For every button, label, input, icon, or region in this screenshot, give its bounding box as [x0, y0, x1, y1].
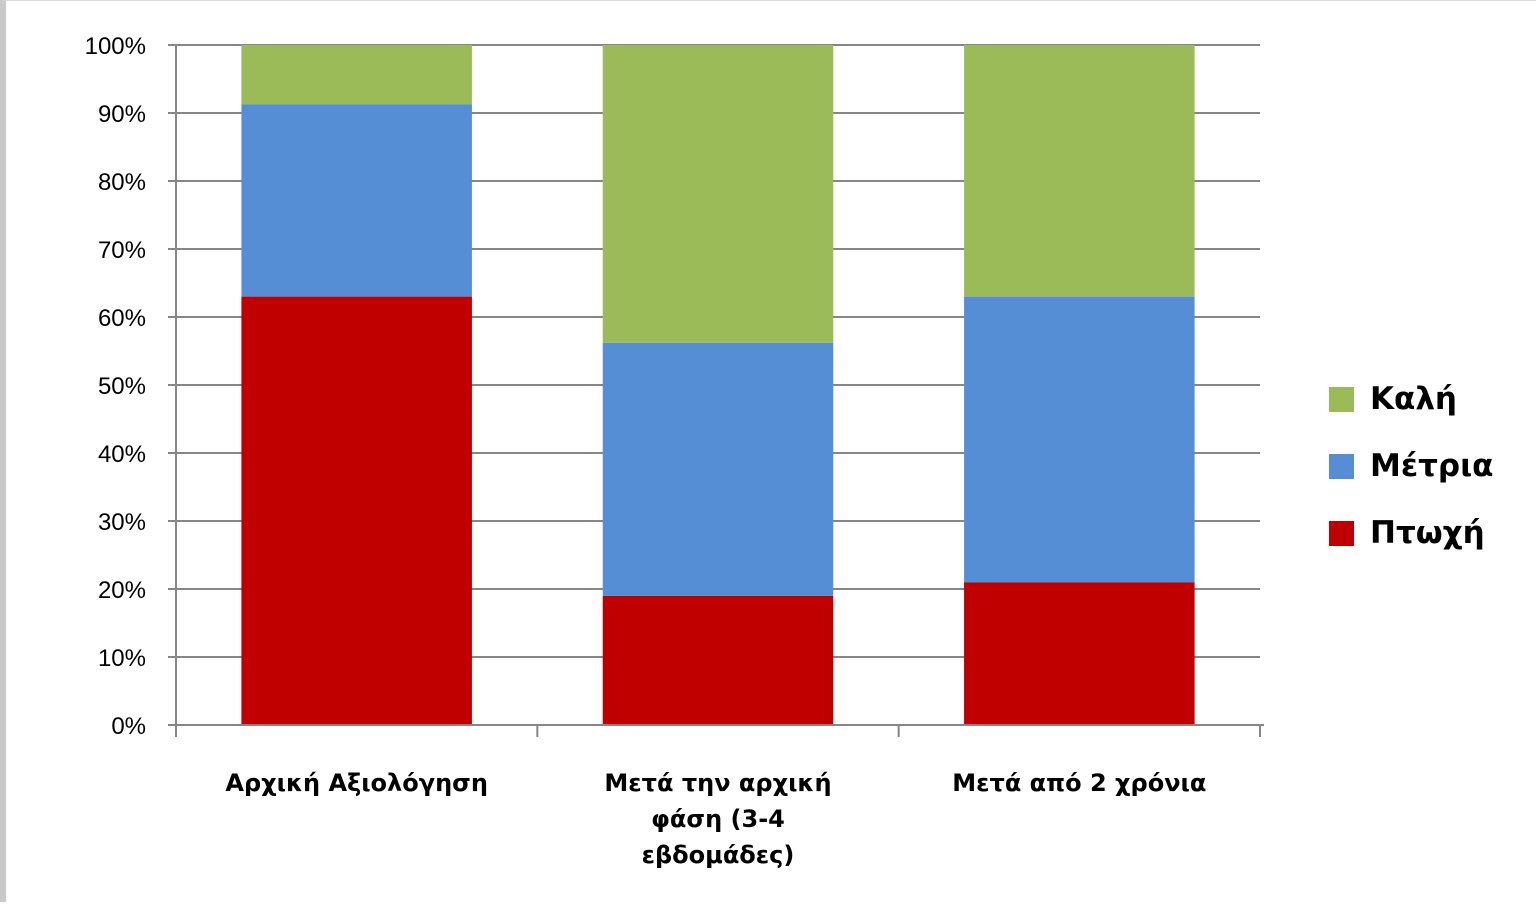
x-category-label: εβδομάδες): [642, 841, 795, 869]
bar-segment: [964, 45, 1195, 297]
bar-segment: [241, 104, 472, 297]
legend: Καλή Μέτρια Πτωχή: [1329, 381, 1493, 551]
y-tick-label: 40%: [98, 441, 146, 468]
y-tick-label: 30%: [98, 509, 146, 536]
stacked-bar-chart: 0% 10% 20% 30% 40% 50% 60% 70% 80% 90% 100% Αρχική…: [85, 33, 1494, 869]
bar-segment: [602, 595, 834, 725]
x-category-label: Αρχική Αξιολόγηση: [225, 769, 488, 797]
legend-label: Πτωχή: [1370, 515, 1485, 551]
y-tick-label: 100%: [85, 33, 146, 60]
legend-label: Μέτρια: [1370, 448, 1493, 484]
legend-label: Καλή: [1370, 381, 1457, 417]
y-axis-tick-labels: 0% 10% 20% 30% 40% 50% 60% 70% 80% 90% 100%: [85, 33, 146, 740]
y-tick-label: 20%: [98, 577, 146, 604]
x-category-label: Μετά την αρχική: [604, 769, 831, 797]
y-tick-label: 80%: [98, 169, 146, 196]
x-category-label: Μετά από 2 χρόνια: [952, 769, 1206, 797]
bar-segment: [602, 45, 834, 343]
y-tick-label: 50%: [98, 373, 146, 400]
bar-segment: [241, 296, 472, 725]
legend-swatch: [1329, 521, 1354, 546]
y-tick-label: 60%: [98, 305, 146, 332]
bar-segment: [964, 582, 1195, 725]
x-axis-category-labels: Αρχική Αξιολόγηση Μετά την αρχική φάση (3-…: [225, 769, 1206, 869]
y-tick-label: 0%: [111, 713, 146, 740]
bar-segment: [241, 45, 472, 105]
bars: [241, 45, 1195, 725]
y-tick-label: 10%: [98, 645, 146, 672]
y-tick-label: 70%: [98, 237, 146, 264]
legend-swatch: [1329, 454, 1354, 479]
bar-segment: [964, 296, 1195, 583]
y-tick-label: 90%: [98, 101, 146, 128]
bar-segment: [602, 342, 834, 596]
legend-swatch: [1329, 387, 1354, 412]
axes: [168, 44, 1264, 737]
x-category-label: φάση (3-4: [651, 805, 785, 833]
